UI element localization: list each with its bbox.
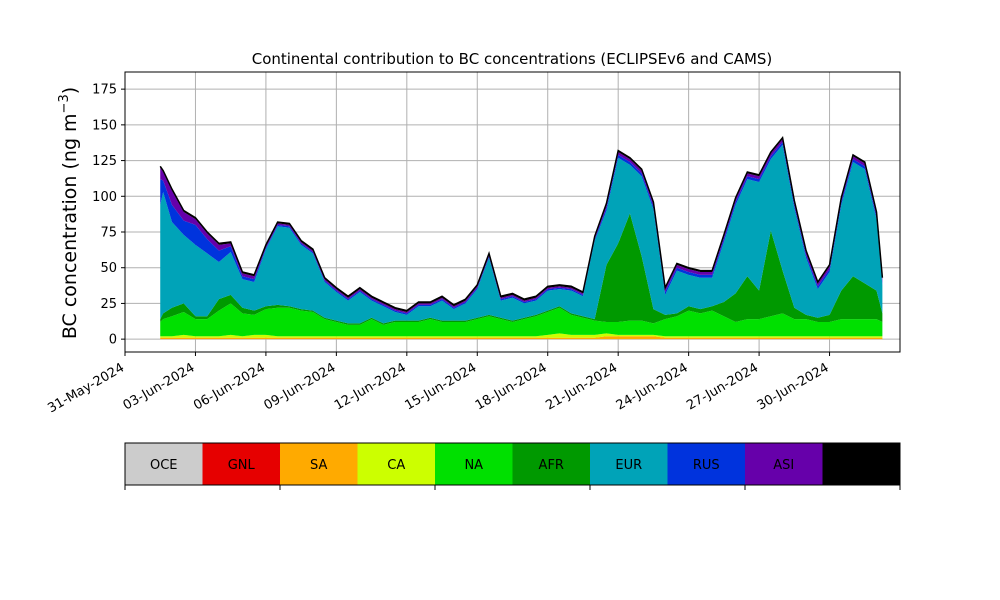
legend-swatch-ca [357,443,436,485]
legend-frame [124,442,901,486]
legend-label-aus: AUS [848,458,875,473]
legend-label-ca: CA [387,458,405,473]
legend-label-rus: RUS [693,458,720,473]
x-tick-label: 30-Jun-2024 [755,360,832,413]
area-na [160,303,883,337]
legend-swatch-eur [590,443,668,485]
x-tick-label: 09-Jun-2024 [262,360,339,413]
y-tick-label: 0 [109,333,117,348]
area-ca [160,333,883,338]
x-tick-label: 06-Jun-2024 [191,360,268,413]
y-axis-label: BC concentration (ng m−3) [57,87,81,339]
legend-label-oce: OCE [150,458,178,473]
legend-label-sa: SA [310,458,327,473]
x-tick-label: 18-Jun-2024 [473,360,550,413]
x-tick-label: 21-Jun-2024 [543,360,620,413]
chart-title: Continental contribution to BC concentra… [252,50,773,68]
y-tick-label: 125 [92,154,117,169]
y-tick-label: 25 [100,297,117,312]
legend-swatch-afr [512,443,591,485]
y-axis-label-close: ) [59,87,81,94]
x-tick-label: 31-May-2024 [45,360,127,416]
legend: OCE GNL SA CA NA AFR EUR RUS ASI AUS [124,442,901,490]
x-tick-label: 12-Jun-2024 [332,360,409,413]
legend-label-afr: AFR [539,458,564,473]
y-tick-label: 50 [100,261,117,276]
legend-swatch-aus [822,443,901,485]
legend-swatch-oce [125,443,203,485]
legend-label-gnl: GNL [228,458,256,473]
x-tick-label: 15-Jun-2024 [402,360,479,413]
x-tick-label: 24-Jun-2024 [614,360,691,413]
legend-label-na: NA [464,458,483,473]
y-tick-label: 100 [92,190,117,205]
plot-frame [124,71,901,353]
y-axis-label-exponent: −3 [57,94,72,113]
x-tick-label: 03-Jun-2024 [121,360,198,413]
y-tick-label: 75 [100,226,117,241]
legend-swatch-na [435,443,513,485]
stacked-areas [159,135,884,340]
legend-swatch-rus [667,443,746,485]
x-tick-label: 27-Jun-2024 [684,360,761,413]
legend-swatch-sa [280,443,358,485]
y-tick-label: 150 [92,118,117,133]
legend-label-asi: ASI [773,458,794,473]
legend-label-eur: EUR [615,458,642,473]
y-tick-label: 175 [92,83,117,98]
y-axis-label-text: BC concentration (ng m [59,113,81,339]
total-line [159,135,884,312]
area-eur [160,144,883,324]
legend-swatch-asi [745,443,823,485]
legend-swatch-gnl [202,443,281,485]
